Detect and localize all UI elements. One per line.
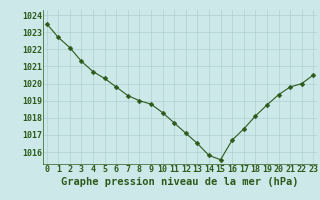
- X-axis label: Graphe pression niveau de la mer (hPa): Graphe pression niveau de la mer (hPa): [61, 177, 299, 187]
